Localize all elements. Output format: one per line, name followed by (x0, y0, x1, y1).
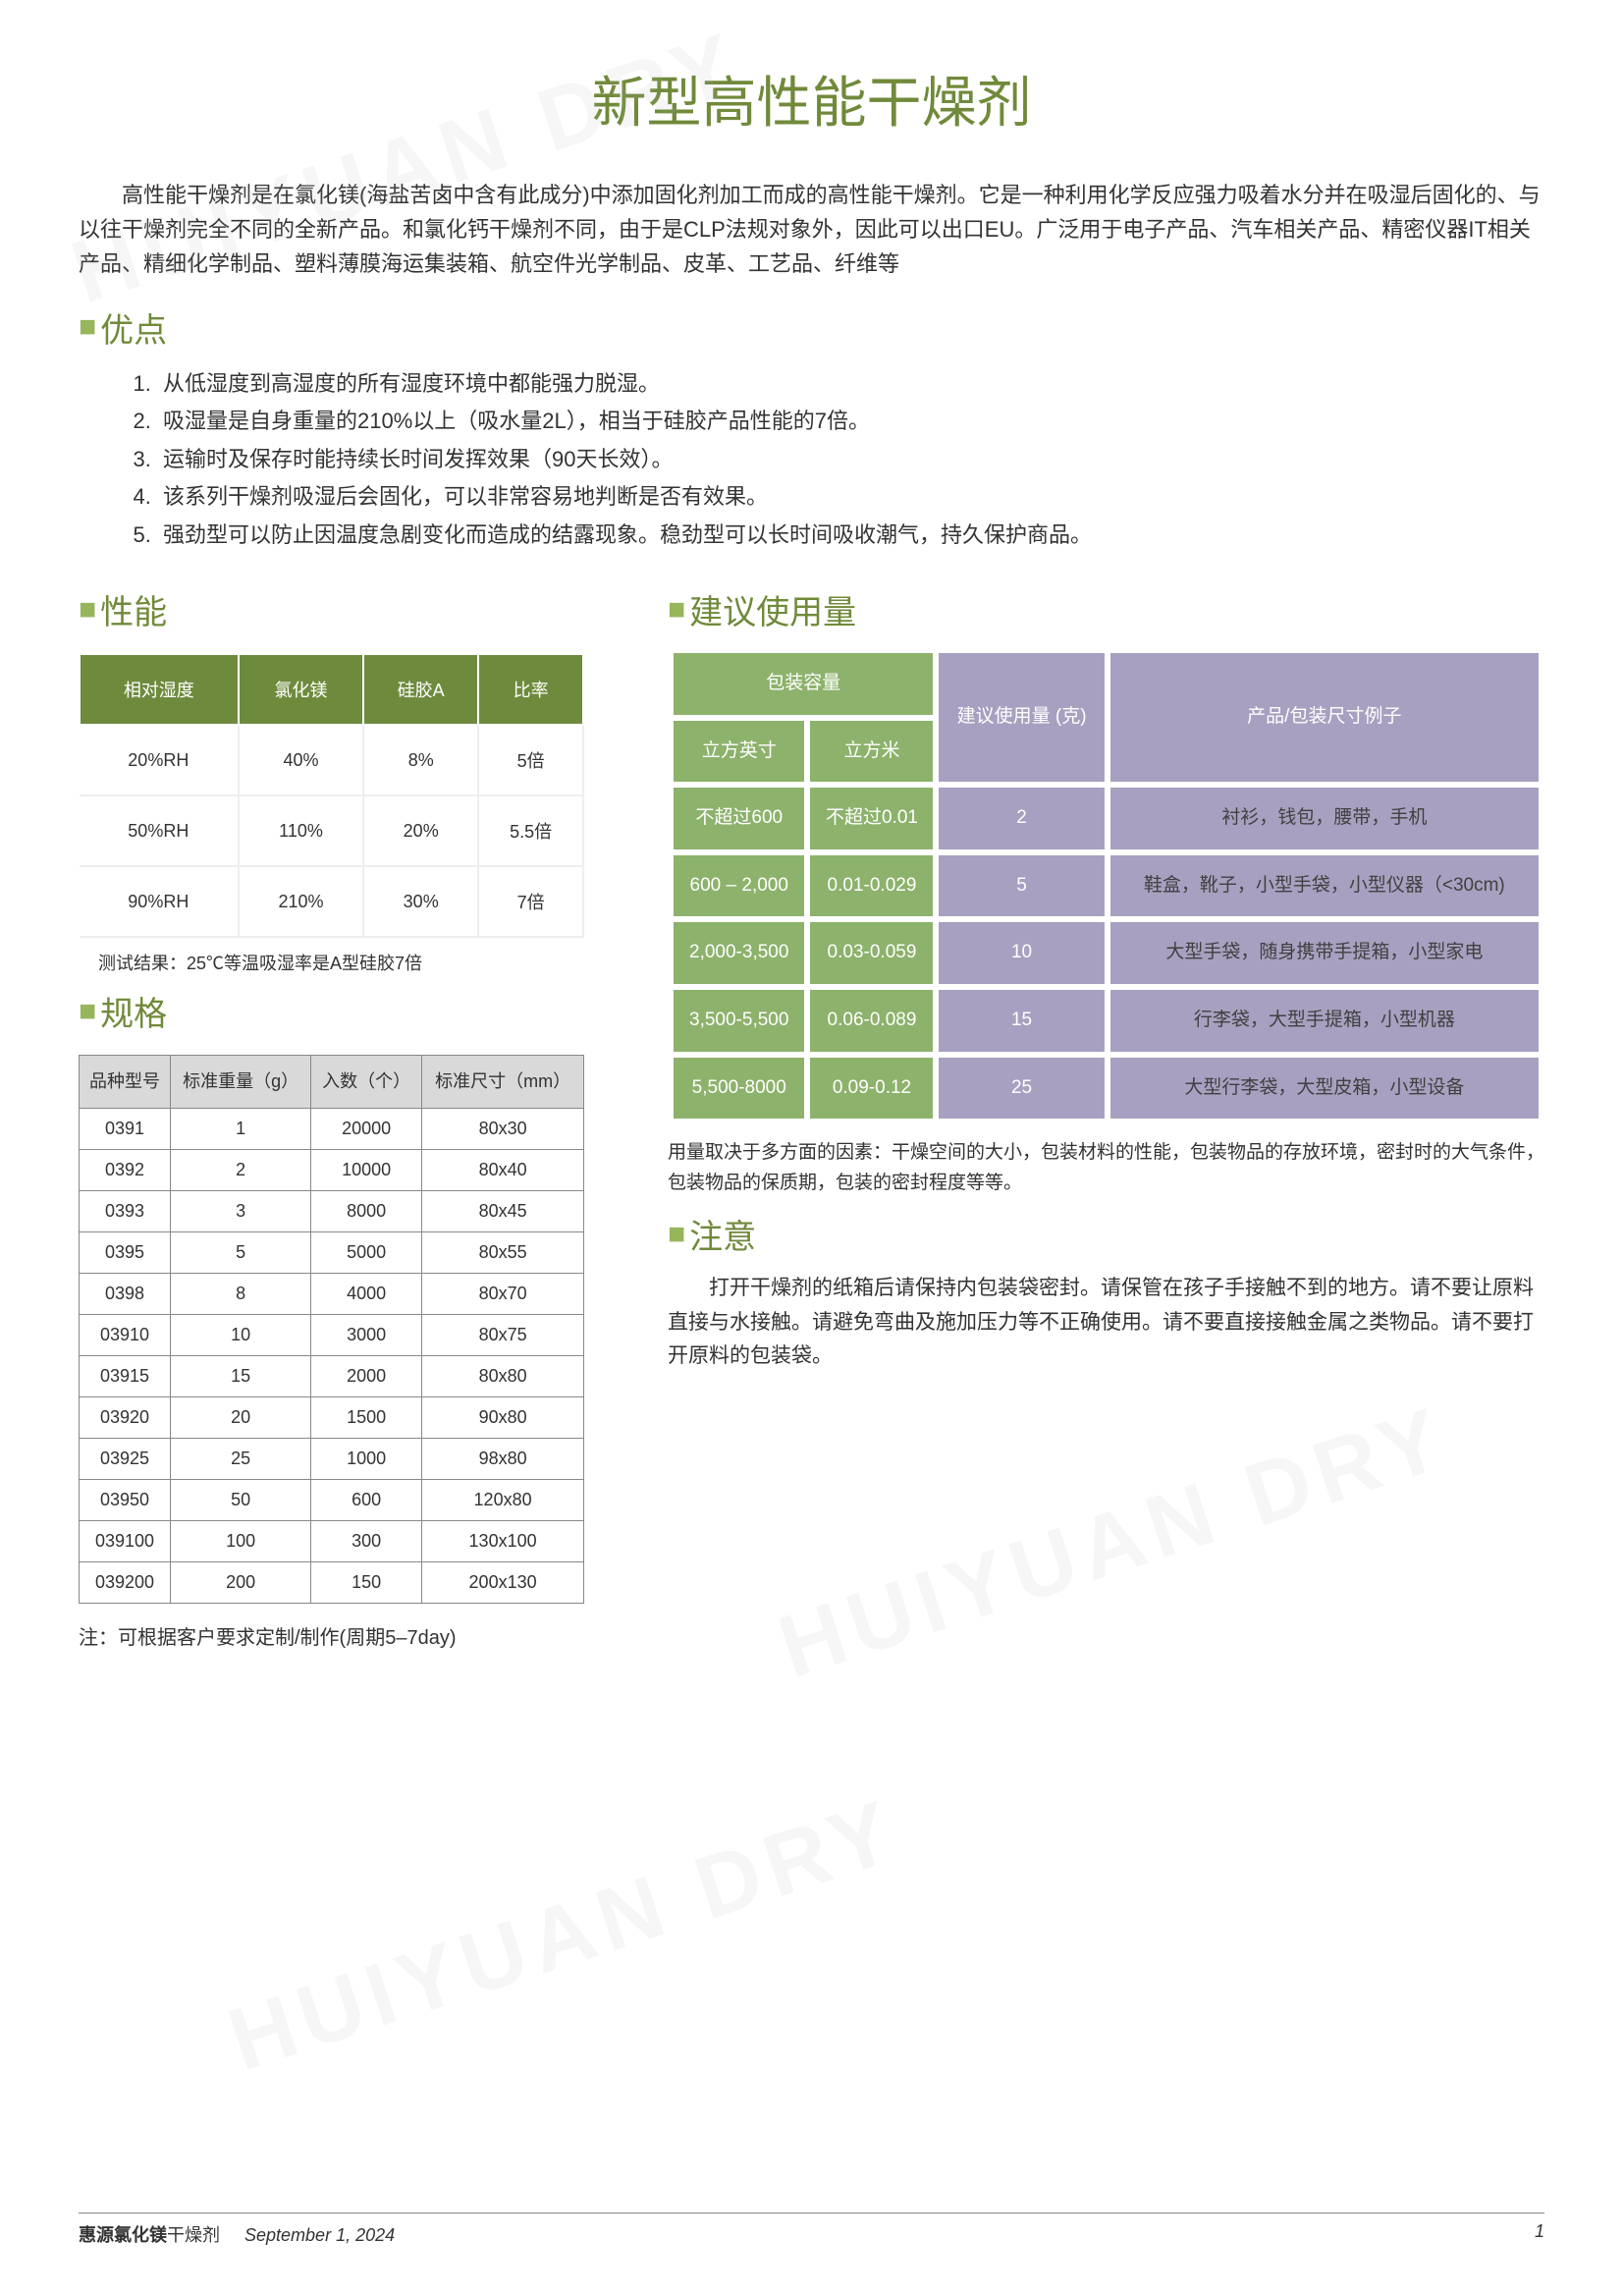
col-header: 建议使用量 (克) (939, 653, 1104, 782)
table-row: 600 – 2,0000.01-0.0295鞋盒，靴子，小型手袋，小型仪器（<3… (674, 855, 1539, 917)
table-row: 品种型号 标准重量（g） 入数（个） 标准尺寸（mm） (80, 1056, 584, 1109)
col-header: 标准尺寸（mm） (421, 1056, 583, 1109)
table-row: 039100100300130x100 (80, 1521, 584, 1562)
watermark: HUIYUAN DRY (217, 1780, 911, 2092)
col-header: 包装容量 (674, 653, 933, 715)
col-header: 品种型号 (80, 1056, 171, 1109)
list-item: 运输时及保存时能持续长时间发挥效果（90天长效）。 (157, 441, 1544, 479)
caution-heading: 注意 (689, 1210, 756, 1258)
usage-table: 包装容量 建议使用量 (克) 产品/包装尺寸例子 立方英寸 立方米 不超过600… (668, 647, 1544, 1124)
table-row: 相对湿度 氯化镁 硅胶A 比率 (80, 654, 583, 725)
page-footer: 惠源氯化镁干燥剂 September 1, 2024 1 (79, 2213, 1544, 2247)
footer-date: September 1, 2024 (244, 2225, 395, 2245)
table-row: 0395050600120x80 (80, 1480, 584, 1521)
table-row: 2,000-3,5000.03-0.05910大型手袋，随身携带手提箱，小型家电 (674, 922, 1539, 984)
col-header: 入数（个） (311, 1056, 422, 1109)
spec-note: 注：可根据客户要求定制/制作(周期5–7day) (79, 1621, 628, 1650)
advantages-heading: 优点 (100, 303, 167, 352)
section-advantages: 优点 (79, 303, 1544, 352)
usage-note: 用量取决于多方面的因素：干燥空间的大小，包装材料的性能，包装物品的存放环境，密封… (668, 1138, 1544, 1198)
col-header: 立方英寸 (674, 721, 804, 783)
table-row: 20%RH40%8%5倍 (80, 725, 583, 795)
intro-paragraph: 高性能干燥剂是在氯化镁(海盐苦卤中含有此成分)中添加固化剂加工而成的高性能干燥剂… (79, 178, 1544, 282)
col-header: 产品/包装尺寸例子 (1110, 653, 1539, 782)
table-row: 03988400080x70 (80, 1274, 584, 1315)
table-row: 5,500-80000.09-0.1225大型行李袋，大型皮箱，小型设备 (674, 1058, 1539, 1120)
table-row: 3,500-5,5000.06-0.08915行李袋，大型手提箱，小型机器 (674, 990, 1539, 1052)
table-row: 0391010300080x75 (80, 1315, 584, 1356)
caution-text: 打开干燥剂的纸箱后请保持内包装袋密封。请保管在孩子手接触不到的地方。请不要让原料… (668, 1272, 1544, 1374)
footer-left: 惠源氯化镁干燥剂 September 1, 2024 (79, 2221, 395, 2247)
table-row: 不超过600不超过0.012衬衫，钱包，腰带，手机 (674, 788, 1539, 849)
section-spec: 规格 (79, 987, 628, 1035)
list-item: 该系列干燥剂吸湿后会固化，可以非常容易地判断是否有效果。 (157, 478, 1544, 517)
table-row: 039112000080x30 (80, 1109, 584, 1150)
table-row: 03933800080x45 (80, 1191, 584, 1232)
performance-heading: 性能 (100, 585, 167, 633)
col-header: 相对湿度 (80, 654, 239, 725)
table-row: 50%RH110%20%5.5倍 (80, 795, 583, 866)
table-row: 039221000080x40 (80, 1150, 584, 1191)
table-row: 03955500080x55 (80, 1232, 584, 1274)
col-header: 比率 (478, 654, 583, 725)
col-header: 立方米 (810, 721, 933, 783)
usage-heading: 建议使用量 (689, 585, 856, 633)
page-title: 新型高性能干燥剂 (79, 59, 1544, 138)
table-row: 包装容量 建议使用量 (克) 产品/包装尺寸例子 (674, 653, 1539, 715)
col-header: 硅胶A (363, 654, 478, 725)
table-row: 0391515200080x80 (80, 1356, 584, 1397)
list-item: 从低湿度到高湿度的所有湿度环境中都能强力脱湿。 (157, 365, 1544, 404)
spec-heading: 规格 (100, 987, 167, 1035)
performance-table: 相对湿度 氯化镁 硅胶A 比率 20%RH40%8%5倍 50%RH110%20… (79, 653, 584, 938)
spec-table: 品种型号 标准重量（g） 入数（个） 标准尺寸（mm） 039112000080… (79, 1055, 584, 1604)
section-performance: 性能 (79, 585, 628, 633)
list-item: 吸湿量是自身重量的210%以上（吸水量2L），相当于硅胶产品性能的7倍。 (157, 403, 1544, 441)
section-usage: 建议使用量 (668, 585, 1544, 633)
advantages-list: 从低湿度到高湿度的所有湿度环境中都能强力脱湿。 吸湿量是自身重量的210%以上（… (157, 365, 1544, 555)
col-header: 标准重量（g） (170, 1056, 310, 1109)
section-caution: 注意 (668, 1210, 1544, 1258)
table-row: 90%RH210%30%7倍 (80, 866, 583, 937)
table-row: 0392020150090x80 (80, 1397, 584, 1439)
footer-brand-bold: 惠源氯化镁 (79, 2225, 167, 2245)
performance-note: 测试结果：25℃等温吸湿率是A型硅胶7倍 (98, 950, 628, 975)
table-row: 039200200150200x130 (80, 1562, 584, 1604)
footer-page: 1 (1535, 2221, 1544, 2247)
footer-brand-rest: 干燥剂 (167, 2225, 220, 2245)
col-header: 氯化镁 (239, 654, 364, 725)
table-row: 0392525100098x80 (80, 1439, 584, 1480)
list-item: 强劲型可以防止因温度急剧变化而造成的结露现象。稳劲型可以长时间吸收潮气，持久保护… (157, 517, 1544, 555)
